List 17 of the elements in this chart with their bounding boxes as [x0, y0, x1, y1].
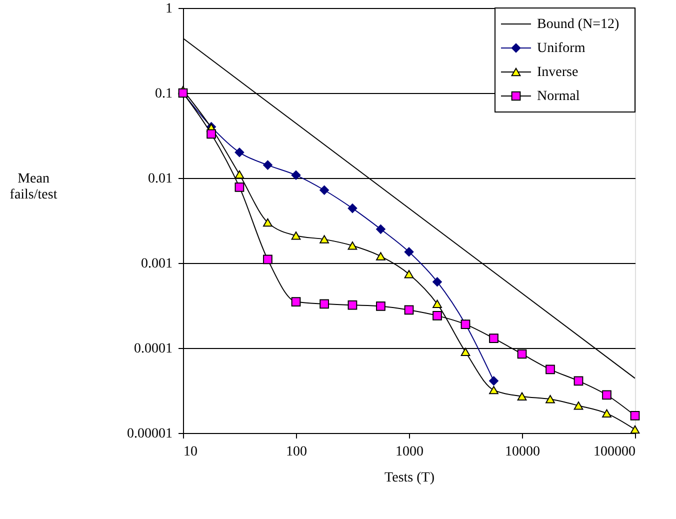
x-tick-label: 100000 — [594, 444, 636, 460]
y-tick-label: 0.01 — [148, 172, 172, 186]
legend-label: Bound (N=12) — [537, 17, 620, 32]
x-tick-label: 100 — [286, 444, 307, 460]
x-axis-title: Tests (T) — [384, 470, 435, 486]
legend-label: Normal — [537, 89, 580, 104]
x-tick-label: 10 — [184, 444, 198, 460]
y-tick-label: 0.001 — [141, 256, 172, 272]
y-tick-label: 1 — [166, 2, 172, 16]
y-tick-label: 0.1 — [155, 86, 172, 102]
y-tick-label: 0.00001 — [127, 426, 172, 442]
x-tick-label: 1000 — [396, 444, 424, 460]
x-tick-label: 10000 — [505, 444, 540, 460]
legend-label: Inverse — [537, 65, 578, 80]
y-tick-label: 0.0001 — [134, 342, 172, 356]
legend-label: Uniform — [537, 41, 586, 56]
y-axis-title: Mean fails/test — [10, 172, 58, 202]
